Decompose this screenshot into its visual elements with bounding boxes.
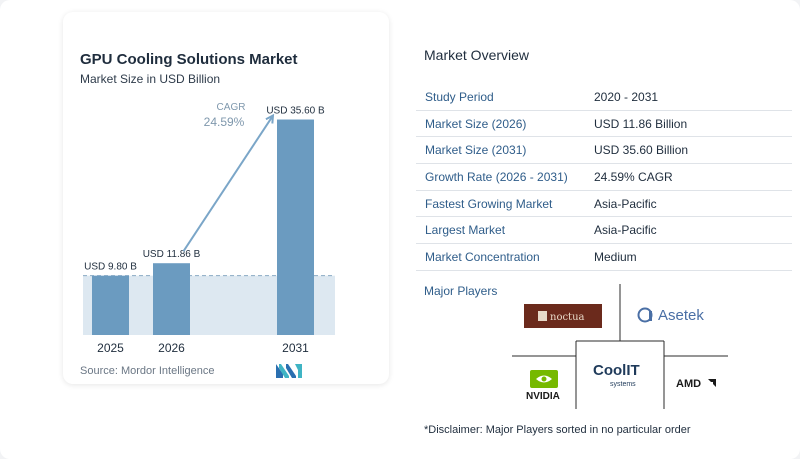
overview-row: Market Size (2026) USD 11.86 Billion	[416, 111, 792, 138]
asetek-logo: Asetek	[637, 307, 704, 324]
overview-row-label: Market Size (2026)	[425, 116, 527, 131]
x-tick-2025: 2025	[97, 341, 124, 355]
x-tick-2031: 2031	[282, 341, 309, 355]
overview-row: Study Period 2020 - 2031	[416, 84, 792, 111]
overview-row-value: Asia-Pacific	[594, 223, 657, 238]
chart-subtitle: Market Size in USD Billion	[80, 72, 221, 86]
overview-row: Fastest Growing Market Asia-Pacific	[416, 191, 792, 218]
overview-row-value: 2020 - 2031	[594, 89, 659, 104]
major-players-title: Major Players	[424, 284, 498, 298]
source-note: Source: Mordor Intelligence	[80, 365, 215, 377]
noctua-logo: noctua	[524, 304, 602, 328]
cagr-arrow-head	[265, 113, 275, 124]
cagr-label: CAGR	[217, 102, 246, 113]
bar-2026	[153, 263, 190, 335]
overview-row-label: Market Size (2031)	[425, 143, 527, 158]
mordor-intelligence-logo-icon	[276, 364, 302, 378]
data-label-2031: USD 35.60 B	[266, 106, 325, 117]
overview-row-value: Medium	[594, 249, 637, 264]
overview-row-label: Fastest Growing Market	[425, 196, 553, 211]
amd-logo: AMD	[676, 378, 716, 390]
chart-title: GPU Cooling Solutions Market	[80, 51, 298, 68]
overview-row: Market Size (2031) USD 35.60 Billion	[416, 137, 792, 165]
nvidia-logo: NVIDIA	[526, 370, 560, 402]
amd-logo-text: AMD	[676, 378, 701, 390]
market-overview-table: Study Period 2020 - 2031 Market Size (2026…	[416, 84, 792, 271]
nvidia-logo-text: NVIDIA	[526, 391, 560, 402]
chart-card: GPU Cooling Solutions Market Market Size…	[63, 12, 389, 384]
coolit-logo-subtext: systems	[610, 381, 636, 388]
overview-row-value: Asia-Pacific	[594, 196, 657, 211]
noctua-logo-text: noctua	[550, 312, 585, 323]
bar-chart: USD 9.80 B 2025 USD 11.86 B 2026 USD 35.60 B…	[83, 102, 335, 355]
overview-row: Growth Rate (2026 - 2031) 24.59% CAGR	[416, 164, 792, 191]
x-tick-2026: 2026	[158, 341, 185, 355]
asetek-logo-text: Asetek	[658, 307, 704, 324]
cagr-value: 24.59%	[204, 115, 245, 129]
overview-row-label: Market Concentration	[425, 249, 540, 264]
overview-row-value: USD 35.60 Billion	[594, 143, 689, 158]
overview-row-value: USD 11.86 Billion	[594, 116, 688, 131]
overview-row: Largest Market Asia-Pacific	[416, 217, 792, 245]
bar-2025	[92, 275, 129, 335]
data-label-2026: USD 11.86 B	[143, 249, 201, 260]
coolit-logo-text: CoolIT	[593, 362, 640, 379]
overview-row-label: Study Period	[425, 89, 494, 104]
overview-row-label: Largest Market	[425, 223, 506, 238]
cagr-arrow-line	[182, 114, 274, 252]
coolit-logo: CoolIT systems	[593, 362, 640, 388]
overview-row: Market Concentration Medium	[416, 244, 792, 271]
market-overview-title: Market Overview	[424, 47, 530, 63]
overview-row-label: Growth Rate (2026 - 2031)	[425, 169, 568, 184]
major-players-grid: noctua Asetek NVIDIA CoolIT systems AMD	[512, 284, 728, 409]
disclaimer-note: *Disclaimer: Major Players sorted in no …	[424, 424, 691, 436]
bar-2031	[277, 119, 314, 336]
overview-row-value: 24.59% CAGR	[594, 169, 673, 184]
data-label-2025: USD 9.80 B	[84, 262, 137, 273]
